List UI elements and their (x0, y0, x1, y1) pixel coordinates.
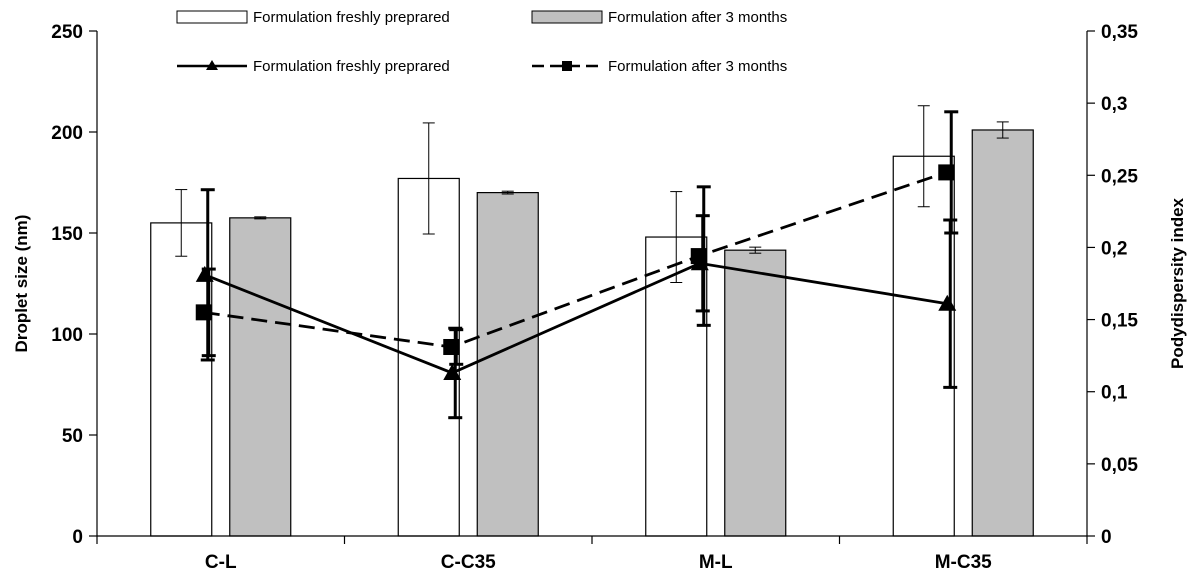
y2-tick-label: 0,2 (1101, 238, 1127, 259)
legend-label-line-3months: Formulation after 3 months (608, 58, 787, 75)
lines-layer (195, 110, 959, 420)
y2-tick-label: 0,05 (1101, 455, 1138, 476)
x-category-label: M-L (699, 552, 733, 573)
y-tick-label: 50 (62, 426, 83, 447)
x-category-label: C-C35 (441, 552, 496, 573)
legend-marker-triangle (206, 60, 218, 70)
legend-swatch-bar-3months (531, 10, 603, 24)
y2-tick-label: 0,25 (1101, 166, 1138, 187)
y-tick-label: 100 (51, 325, 83, 346)
bar-fresh (892, 155, 955, 537)
y-tick-label: 0 (72, 527, 83, 548)
bar-3months (476, 192, 539, 537)
legend-label-bar-fresh: Formulation freshly preprared (253, 9, 450, 26)
line-3months (203, 171, 947, 349)
y2-tick-label: 0,1 (1101, 383, 1128, 404)
legend-swatch-bar-fresh (176, 10, 248, 24)
legend: Formulation freshly preprared Formulatio… (176, 9, 787, 75)
y-tick-label: 250 (51, 22, 83, 43)
line-marker-square (443, 338, 460, 355)
y2-tick-label: 0,15 (1101, 311, 1138, 332)
bar-3months (229, 217, 292, 537)
y2-tick-label: 0 (1101, 527, 1112, 548)
ticks-layer: 0 50 100 150 200 250 0 0,05 0,1 0,15 0,2 0,25 0,3 0,3… (51, 22, 1138, 573)
y-axis-title: Droplet size (nm) (12, 215, 31, 353)
legend-label-bar-3months: Formulation after 3 months (608, 9, 787, 26)
legend-label-line-fresh: Formulation freshly preprared (253, 58, 450, 75)
bar-fresh (645, 236, 708, 537)
y-tick-label: 200 (51, 123, 83, 144)
y2-axis-title: Podydispersity index (1168, 197, 1187, 369)
bar-3months (971, 129, 1034, 537)
line-marker-square (195, 304, 212, 321)
y-tick-label: 150 (51, 224, 83, 245)
bar-3months (724, 249, 787, 537)
y2-tick-label: 0,35 (1101, 22, 1138, 43)
legend-marker-square (562, 61, 572, 71)
line-fresh (204, 261, 948, 375)
x-category-label: C-L (205, 552, 237, 573)
x-category-label: M-C35 (935, 552, 992, 573)
y2-tick-label: 0,3 (1101, 94, 1127, 115)
line-marker-triangle (443, 363, 462, 380)
bars-layer (150, 105, 1034, 537)
line-marker-triangle (938, 294, 957, 311)
line-marker-square (938, 164, 955, 181)
line-marker-square (690, 248, 707, 265)
